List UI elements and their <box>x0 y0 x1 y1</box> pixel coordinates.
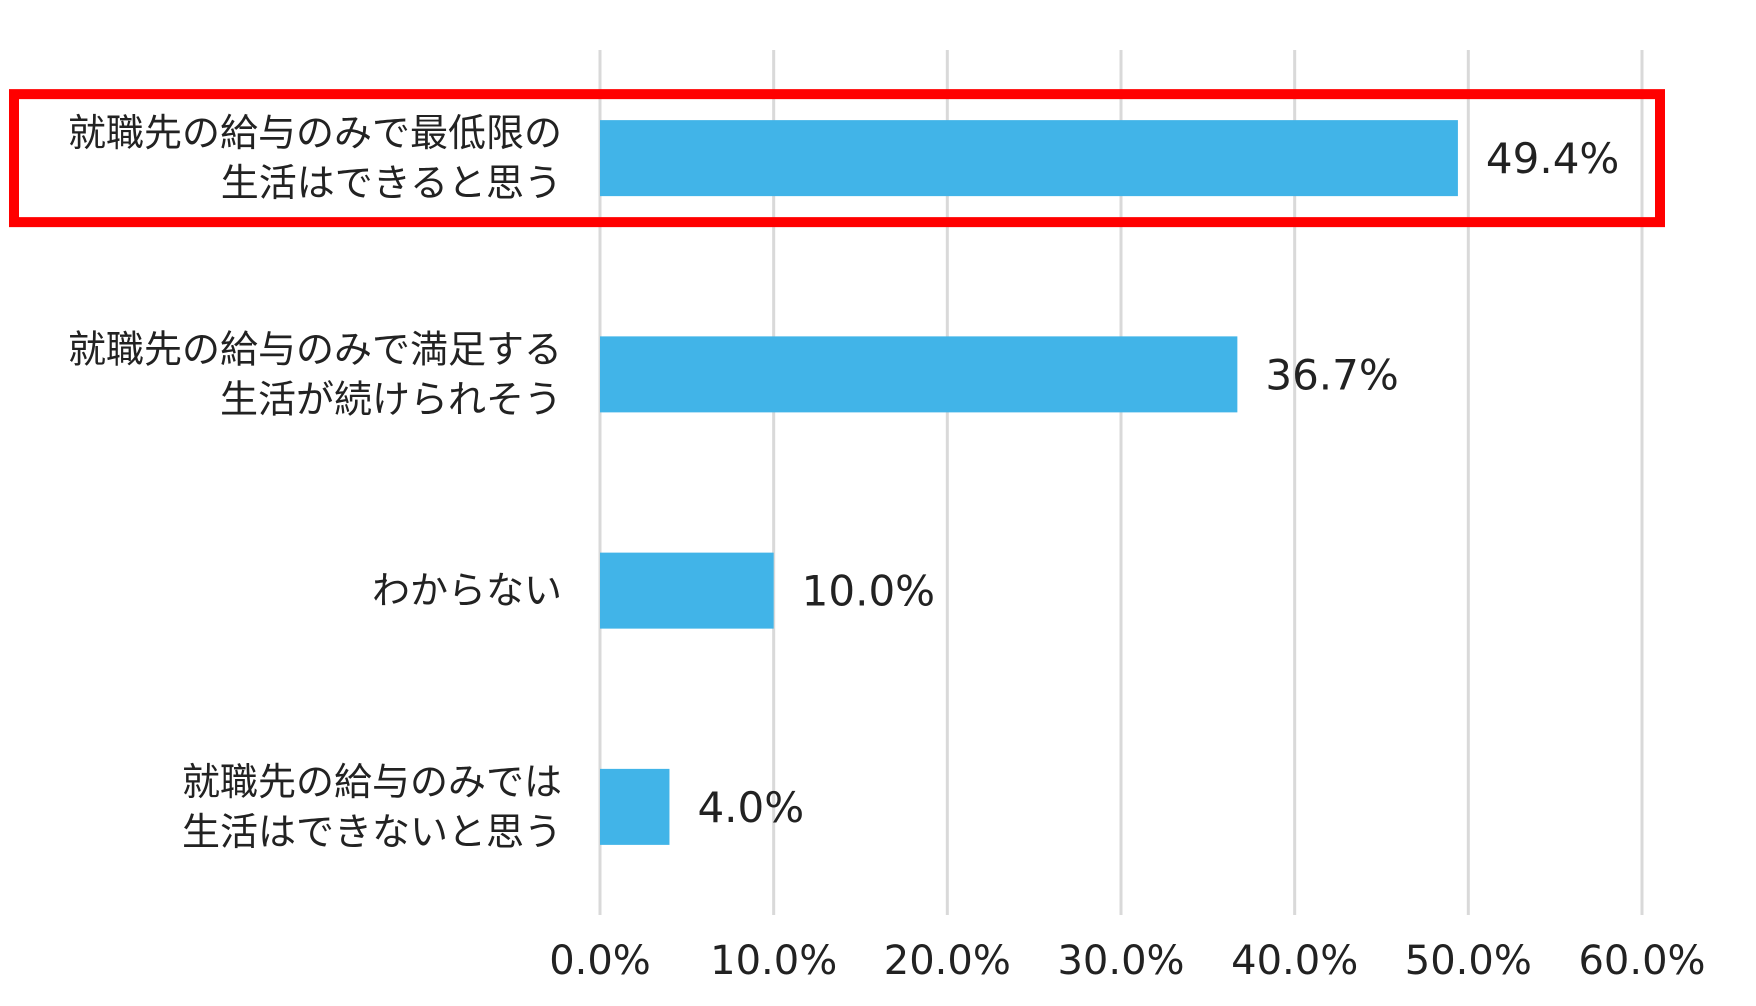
category-label: 就職先の給与のみで満足する <box>68 327 562 371</box>
bar <box>600 552 774 629</box>
data-label: 10.0% <box>802 567 935 616</box>
x-tick-label: 0.0% <box>549 938 651 984</box>
data-label: 36.7% <box>1265 350 1398 399</box>
x-tick-label: 30.0% <box>1057 938 1184 984</box>
bars <box>600 120 1458 845</box>
category-label: 就職先の給与のみでは <box>182 760 562 804</box>
x-tick-label: 40.0% <box>1231 938 1358 984</box>
category-label: 生活はできると思う <box>221 161 562 205</box>
bar <box>600 120 1458 197</box>
category-label: 生活はできないと思う <box>182 810 562 854</box>
category-label: 就職先の給与のみで最低限の <box>68 111 562 155</box>
bar <box>600 768 670 845</box>
value-labels: 49.4% 36.7% 10.0% 4.0% <box>697 134 1619 832</box>
data-label: 49.4% <box>1486 134 1619 183</box>
x-tick-label: 50.0% <box>1405 938 1532 984</box>
x-tick-label: 60.0% <box>1578 938 1705 984</box>
x-tick-label: 10.0% <box>710 938 837 984</box>
bar <box>600 336 1238 413</box>
category-label: 生活が続けられそう <box>220 377 562 421</box>
category-labels: 就職先の給与のみで最低限の生活はできると思う就職先の給与のみで満足する生活が続け… <box>68 111 562 854</box>
data-label: 4.0% <box>697 783 804 832</box>
category-label: わからない <box>372 569 562 613</box>
highlight-box <box>9 89 1665 228</box>
x-axis-tick-labels: 0.0% 10.0% 20.0% 30.0% 40.0% 50.0% 60.0% <box>549 938 1705 984</box>
x-tick-label: 20.0% <box>884 938 1011 984</box>
